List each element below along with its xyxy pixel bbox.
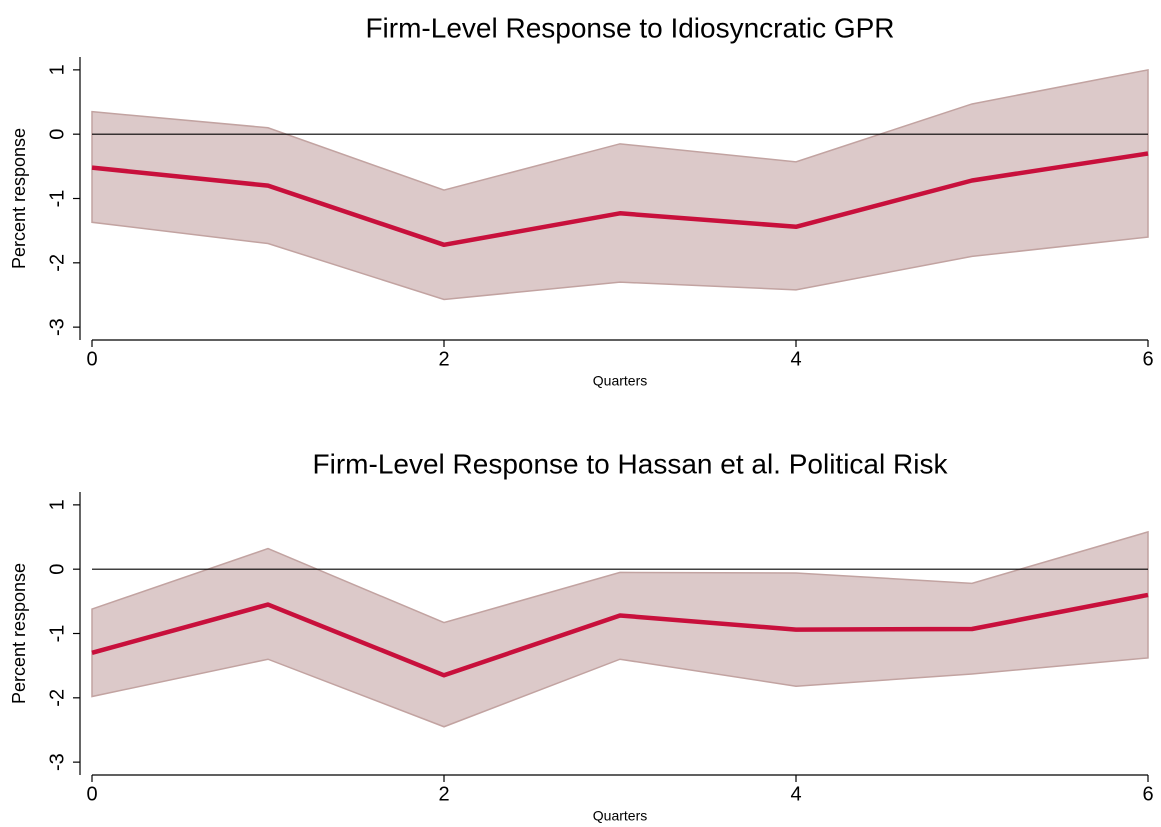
- x-axis-title: Quarters: [593, 808, 647, 824]
- chart-title: Firm-Level Response to Idiosyncratic GPR: [365, 12, 894, 43]
- y-axis-title: Percent response: [9, 563, 29, 704]
- x-tick-label: 2: [438, 348, 449, 370]
- confidence-band: [91, 530, 1149, 728]
- y-tick-label: -2: [46, 254, 68, 272]
- y-tick-label: -2: [46, 689, 68, 707]
- x-tick-label: 6: [1142, 348, 1153, 370]
- y-axis-title: Percent response: [9, 128, 29, 269]
- y-tick-label: -1: [46, 190, 68, 208]
- y-tick-label: -3: [46, 318, 68, 336]
- y-tick-label: 0: [46, 129, 68, 140]
- confidence-band: [91, 68, 1149, 301]
- y-tick-label: -1: [46, 625, 68, 643]
- x-tick-label: 0: [86, 783, 97, 805]
- x-tick-label: 6: [1142, 783, 1153, 805]
- estimate-line: [91, 592, 1149, 678]
- y-tick-label: 1: [46, 499, 68, 510]
- x-tick-label: 2: [438, 783, 449, 805]
- x-axis-title: Quarters: [593, 373, 647, 389]
- x-tick-label: 4: [790, 783, 801, 805]
- y-tick-label: 1: [46, 64, 68, 75]
- x-tick-label: 0: [86, 348, 97, 370]
- chart-title: Firm-Level Response to Hassan et al. Pol…: [313, 448, 949, 479]
- y-tick-label: 0: [46, 564, 68, 575]
- x-tick-label: 4: [790, 348, 801, 370]
- y-tick-label: -3: [46, 753, 68, 771]
- estimate-line: [91, 151, 1149, 248]
